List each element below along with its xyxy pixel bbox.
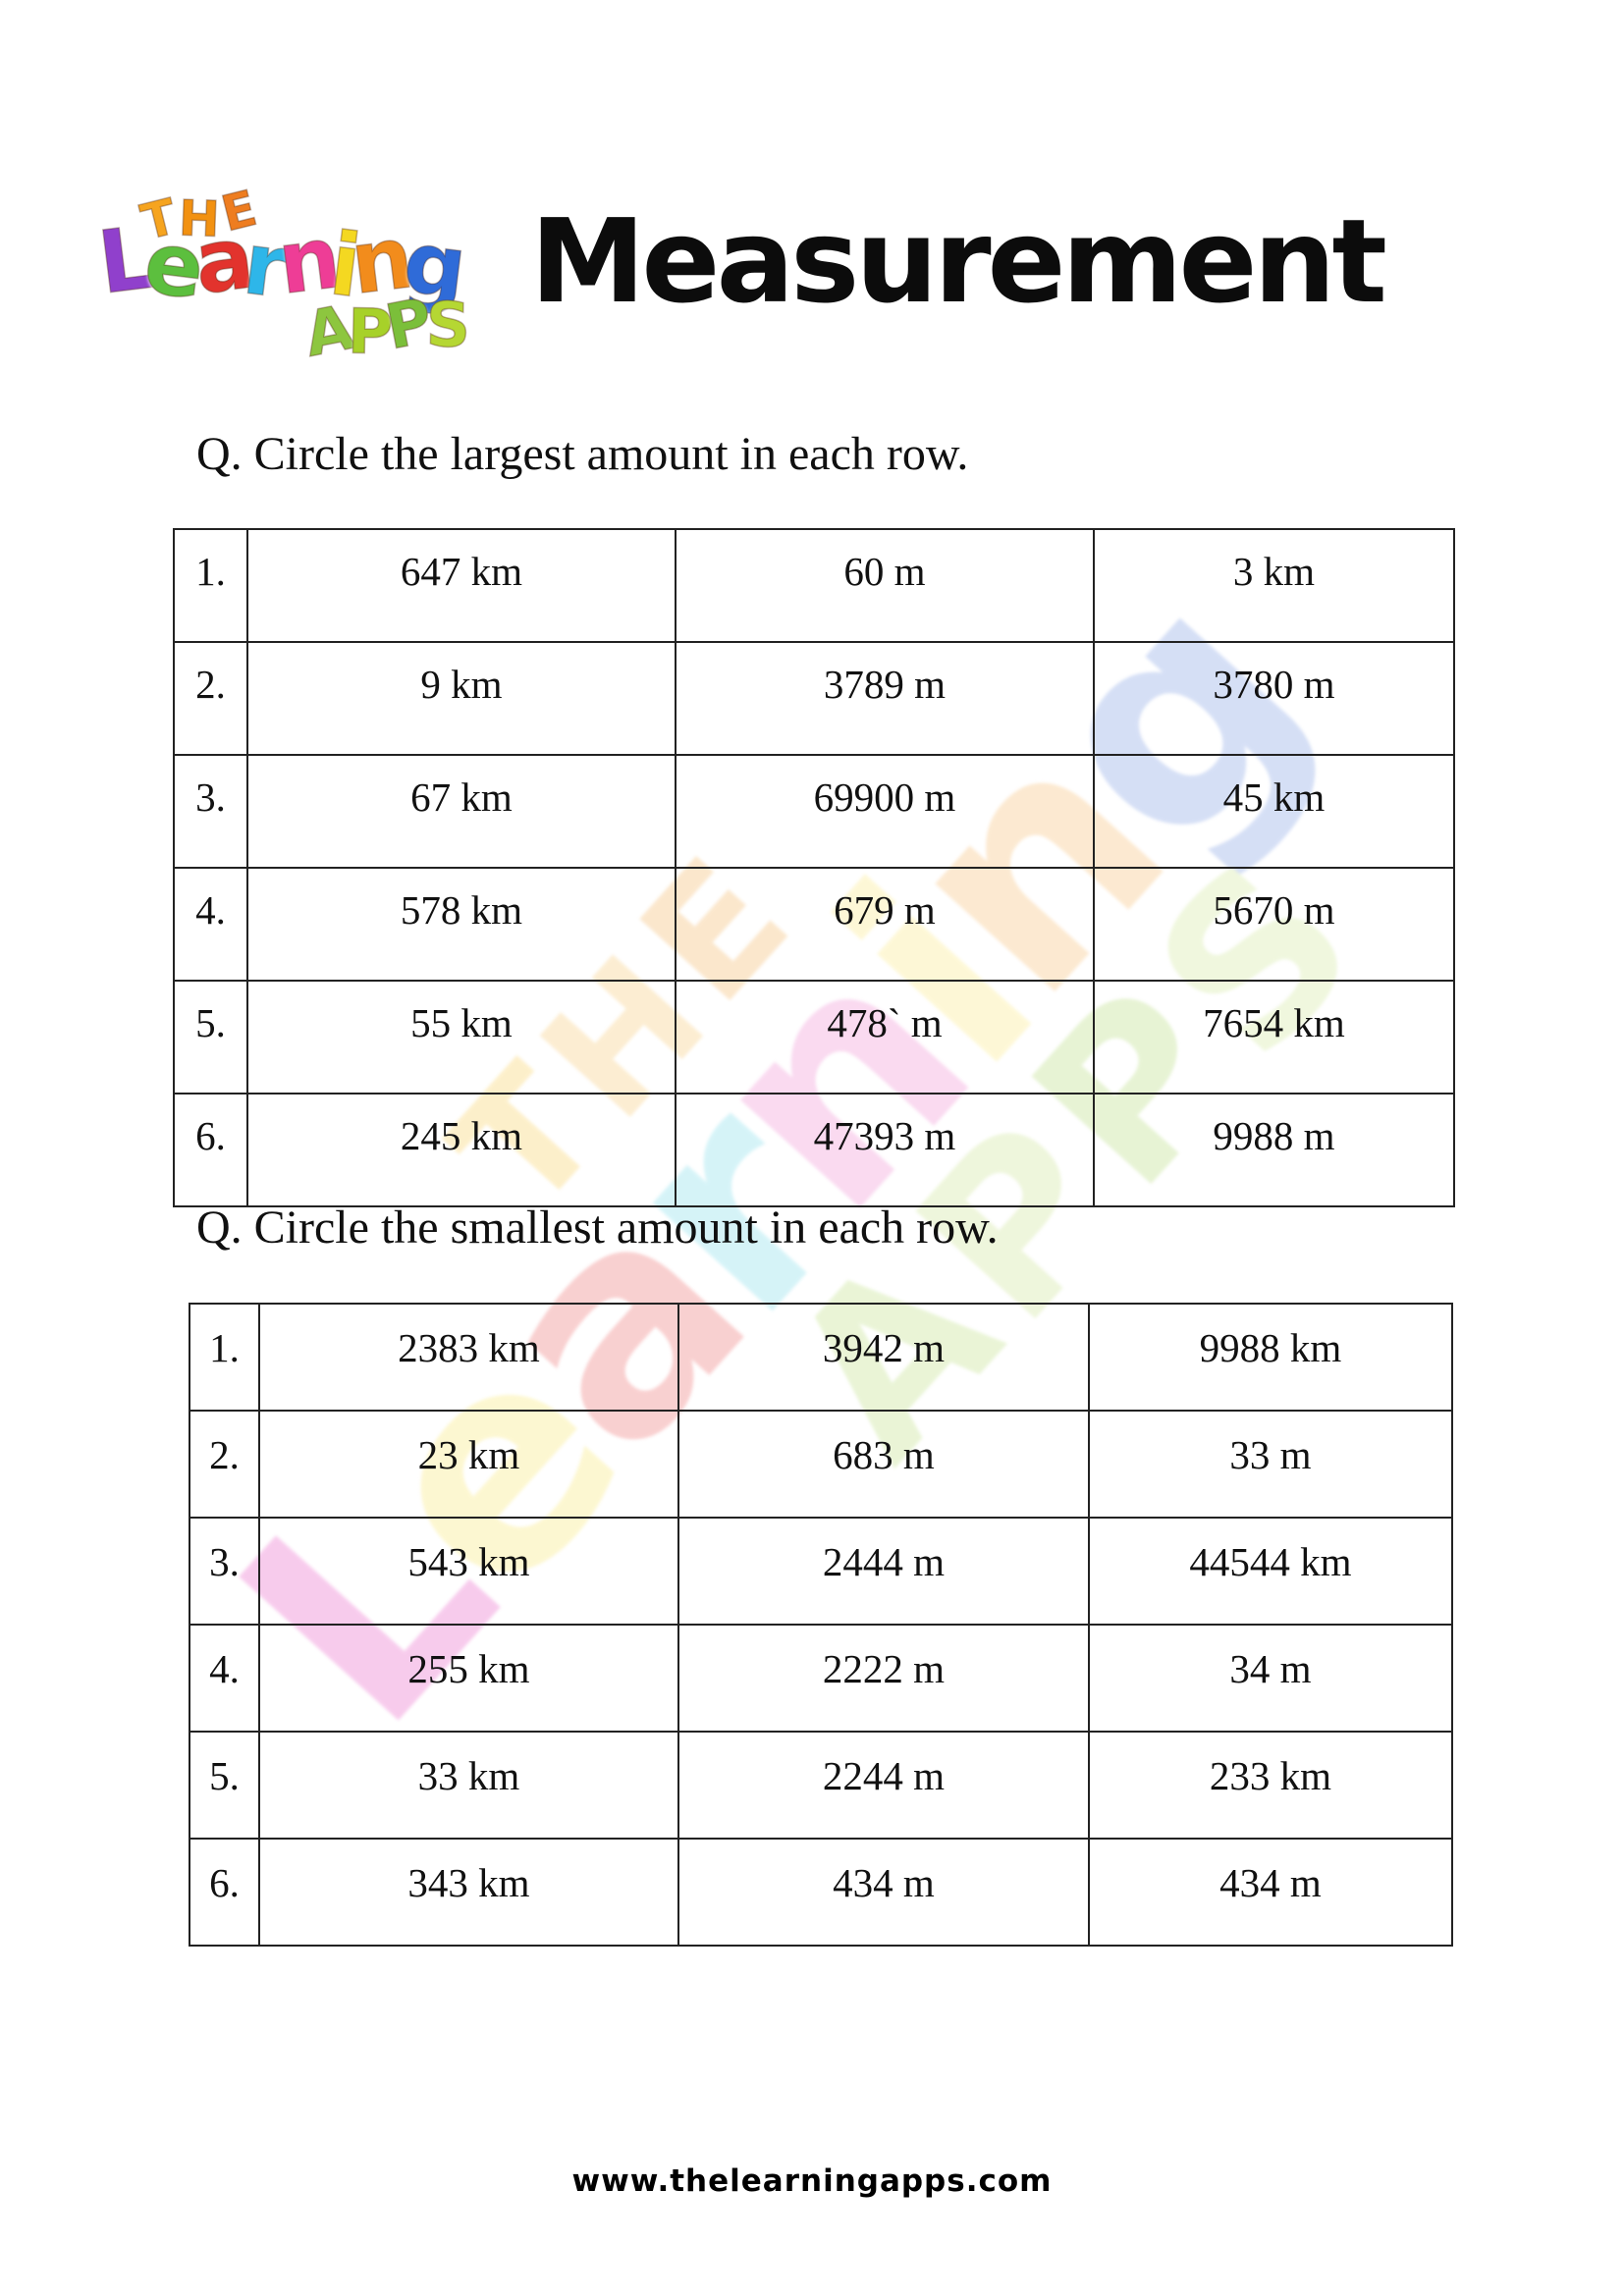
value-cell[interactable]: 34 m — [1088, 1624, 1453, 1733]
table-row: 4. 578 km 679 m 5670 m — [173, 867, 1455, 982]
table-row: 4. 255 km 2222 m 34 m — [189, 1624, 1453, 1733]
logo-word-apps: APPS — [298, 285, 466, 371]
value-cell[interactable]: 683 m — [677, 1410, 1090, 1519]
value-cell[interactable]: 343 km — [258, 1838, 679, 1947]
table-row: 3. 543 km 2444 m 44544 km — [189, 1517, 1453, 1626]
table-row: 1. 647 km 60 m 3 km — [173, 528, 1455, 643]
value-cell[interactable]: 543 km — [258, 1517, 679, 1626]
row-number: 4. — [189, 1624, 260, 1733]
value-cell[interactable]: 255 km — [258, 1624, 679, 1733]
table-row: 2. 9 km 3789 m 3780 m — [173, 641, 1455, 756]
value-cell[interactable]: 3942 m — [677, 1303, 1090, 1412]
row-number: 4. — [173, 867, 248, 982]
page-title: Measurement — [530, 193, 1387, 329]
row-number: 3. — [173, 754, 248, 869]
row-number: 2. — [173, 641, 248, 756]
value-cell[interactable]: 434 m — [1088, 1838, 1453, 1947]
row-number: 5. — [189, 1731, 260, 1840]
row-number: 5. — [173, 980, 248, 1095]
table-largest: 1. 647 km 60 m 3 km 2. 9 km 3789 m 3780 … — [173, 528, 1455, 1207]
value-cell[interactable]: 2444 m — [677, 1517, 1090, 1626]
value-cell[interactable]: 9 km — [246, 641, 677, 756]
table-row: 1. 2383 km 3942 m 9988 km — [189, 1303, 1453, 1412]
value-cell[interactable]: 33 m — [1088, 1410, 1453, 1519]
value-cell[interactable]: 679 m — [675, 867, 1095, 982]
row-number: 3. — [189, 1517, 260, 1626]
value-cell[interactable]: 647 km — [246, 528, 677, 643]
table-row: 6. 245 km 47393 m 9988 m — [173, 1093, 1455, 1207]
value-cell[interactable]: 434 m — [677, 1838, 1090, 1947]
value-cell[interactable]: 9988 m — [1093, 1093, 1455, 1207]
value-cell[interactable]: 67 km — [246, 754, 677, 869]
value-cell[interactable]: 23 km — [258, 1410, 679, 1519]
value-cell[interactable]: 3780 m — [1093, 641, 1455, 756]
value-cell[interactable]: 578 km — [246, 867, 677, 982]
value-cell[interactable]: 2222 m — [677, 1624, 1090, 1733]
row-number: 1. — [189, 1303, 260, 1412]
row-number: 1. — [173, 528, 248, 643]
learning-apps-logo: THE Learning APPS — [92, 178, 525, 390]
table-row: 5. 33 km 2244 m 233 km — [189, 1731, 1453, 1840]
table-row: 3. 67 km 69900 m 45 km — [173, 754, 1455, 869]
value-cell[interactable]: 2383 km — [258, 1303, 679, 1412]
value-cell[interactable]: 55 km — [246, 980, 677, 1095]
value-cell[interactable]: 245 km — [246, 1093, 677, 1207]
value-cell[interactable]: 2244 m — [677, 1731, 1090, 1840]
table-row: 6. 343 km 434 m 434 m — [189, 1838, 1453, 1947]
value-cell[interactable]: 45 km — [1093, 754, 1455, 869]
value-cell[interactable]: 9988 km — [1088, 1303, 1453, 1412]
table-row: 2. 23 km 683 m 33 m — [189, 1410, 1453, 1519]
footer: www.thelearningapps.com — [0, 2163, 1624, 2199]
value-cell[interactable]: 5670 m — [1093, 867, 1455, 982]
value-cell[interactable]: 47393 m — [675, 1093, 1095, 1207]
value-cell[interactable]: 69900 m — [675, 754, 1095, 869]
value-cell[interactable]: 3 km — [1093, 528, 1455, 643]
value-cell[interactable]: 33 km — [258, 1731, 679, 1840]
value-cell[interactable]: 60 m — [675, 528, 1095, 643]
question-largest: Q. Circle the largest amount in each row… — [196, 428, 969, 480]
row-number: 6. — [173, 1093, 248, 1207]
table-row: 5. 55 km 478` m 7654 km — [173, 980, 1455, 1095]
footer-url: www.thelearningapps.com — [571, 2163, 1053, 2199]
value-cell[interactable]: 44544 km — [1088, 1517, 1453, 1626]
row-number: 2. — [189, 1410, 260, 1519]
value-cell[interactable]: 478` m — [675, 980, 1095, 1095]
table-smallest: 1. 2383 km 3942 m 9988 km 2. 23 km 683 m… — [189, 1303, 1453, 1947]
value-cell[interactable]: 233 km — [1088, 1731, 1453, 1840]
row-number: 6. — [189, 1838, 260, 1947]
question-smallest: Q. Circle the smallest amount in each ro… — [196, 1201, 999, 1254]
value-cell[interactable]: 3789 m — [675, 641, 1095, 756]
value-cell[interactable]: 7654 km — [1093, 980, 1455, 1095]
